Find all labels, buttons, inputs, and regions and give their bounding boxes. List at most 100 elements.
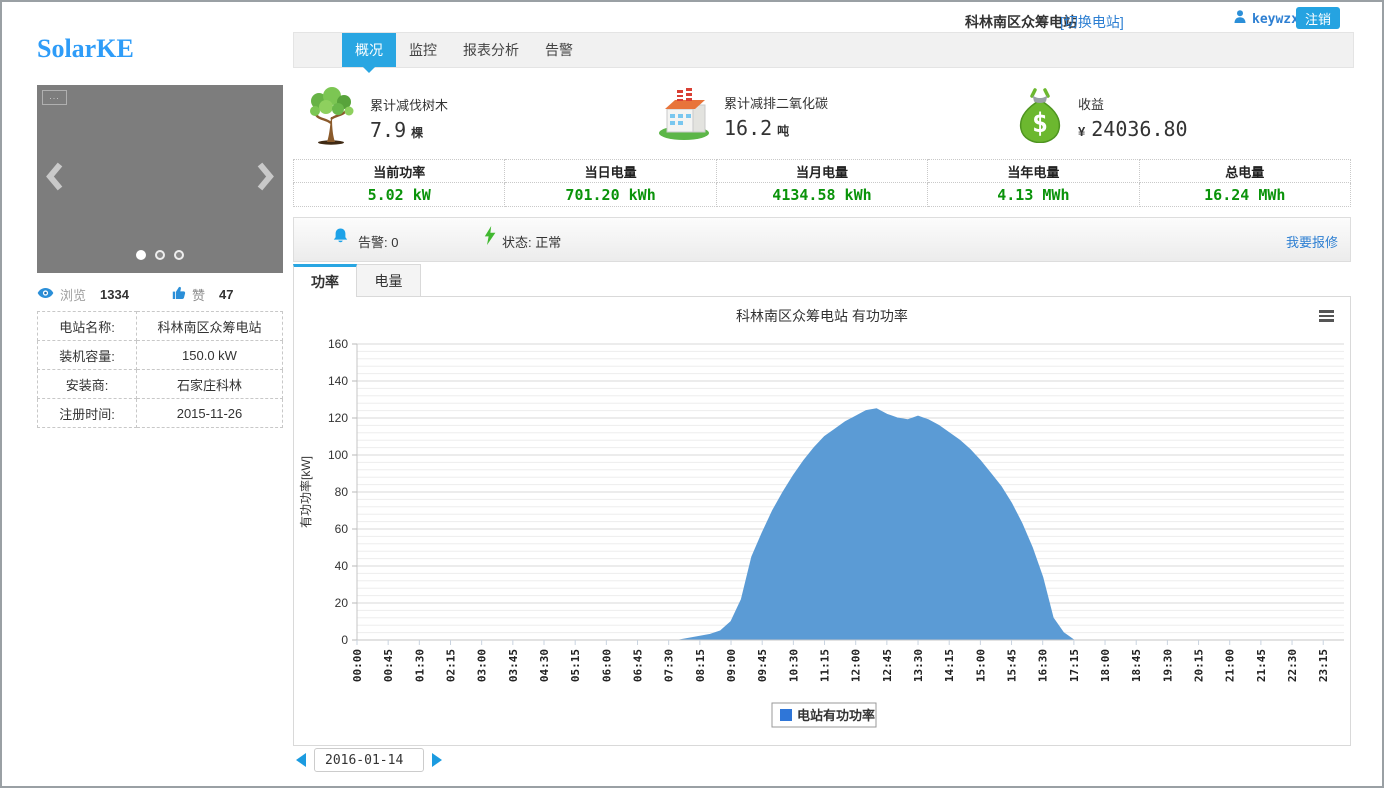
- carousel-dot-2[interactable]: [155, 250, 165, 260]
- x-axis-tick-label: 21:45: [1255, 649, 1268, 682]
- alarm-count: 告警: 0: [358, 232, 398, 251]
- power-col-value: 701.20 kWh: [504, 182, 717, 207]
- nav-tab-4[interactable]: 告警: [545, 42, 573, 58]
- power-col-value: 5.02 kW: [292, 182, 506, 207]
- current-station-name: 科林南区众筹电站: [965, 14, 1077, 30]
- station-info-value: 150.0 kW: [136, 340, 283, 370]
- x-axis-tick-label: 12:45: [881, 649, 894, 682]
- legend-marker-icon: [780, 709, 792, 721]
- carousel-dot-3[interactable]: [174, 250, 184, 260]
- y-axis-tick-label: 100: [328, 448, 348, 462]
- user-icon: [1234, 10, 1246, 28]
- x-axis-tick-label: 08:15: [694, 649, 707, 682]
- date-next-icon[interactable]: [432, 753, 442, 767]
- main-nav: 概况 监控 报表分析 告警: [293, 32, 1354, 73]
- nav-tab-1[interactable]: 概况: [342, 33, 396, 73]
- station-photo-carousel: ...: [37, 85, 283, 273]
- like-label: 赞: [192, 288, 206, 303]
- chart-tab-bar: 功率 电量: [293, 264, 421, 297]
- x-axis-tick-label: 22:30: [1286, 649, 1299, 682]
- svg-text:$: $: [1032, 108, 1048, 139]
- switch-station-link[interactable]: [切换电站]: [1060, 14, 1124, 30]
- eco-stat-label: 累计减排二氧化碳: [724, 96, 829, 111]
- eco-stat-value: 24036.80: [1091, 117, 1188, 141]
- eco-stat-value-row: ¥24036.80: [1078, 117, 1188, 141]
- nav-tab-3[interactable]: 报表分析: [463, 42, 519, 58]
- eco-stat-unit: 吨: [777, 124, 790, 138]
- like-counter[interactable]: 赞 47: [172, 285, 233, 304]
- image-placeholder-icon: ...: [42, 90, 67, 105]
- bell-icon: [332, 228, 349, 249]
- eco-stat-label: 累计减伐树木: [370, 98, 449, 113]
- y-axis-tick-label: 160: [328, 337, 348, 351]
- y-axis-tick-label: 120: [328, 411, 348, 425]
- station-info-row: 装机容量: 150.0 kW: [37, 340, 283, 370]
- power-col-value: 4134.58 kWh: [715, 182, 929, 207]
- station-status: 状态: 正常: [502, 232, 561, 251]
- x-axis-tick-label: 18:00: [1099, 649, 1112, 682]
- eco-stat-value: 7.9: [370, 118, 407, 142]
- station-info-row: 安装商: 石家庄科林: [37, 369, 283, 399]
- status-value: 正常: [535, 235, 562, 250]
- station-info-label: 电站名称:: [37, 311, 137, 341]
- x-axis-tick-label: 11:15: [819, 649, 832, 682]
- eco-stat-value-row: 16.2 吨: [724, 116, 828, 140]
- username: keywzx: [1252, 11, 1299, 27]
- chart-menu-icon[interactable]: [1319, 310, 1334, 324]
- station-info-table: 电站名称: 科林南区众筹电站 装机容量: 150.0 kW 安装商: 石家庄科林 注册时间:…: [37, 311, 283, 428]
- x-axis-tick-label: 03:45: [507, 649, 520, 682]
- carousel-dot-1[interactable]: [136, 250, 146, 260]
- date-picker: [296, 748, 442, 772]
- power-table-header-row: 当前功率 当日电量 当月电量 当年电量 总电量: [292, 159, 1352, 183]
- tree-icon: [305, 87, 357, 150]
- y-axis-tick-label: 40: [335, 559, 349, 573]
- money-bag-icon: $: [1015, 87, 1065, 148]
- x-axis-tick-label: 20:15: [1193, 649, 1206, 682]
- power-col-value: 4.13 MWh: [927, 182, 1140, 207]
- x-axis-tick-label: 10:30: [787, 649, 800, 682]
- eye-icon: [37, 287, 54, 302]
- power-summary-table: 当前功率 当日电量 当月电量 当年电量 总电量 5.02 kW 701.20 kWh 413…: [292, 159, 1352, 207]
- legend-label: 电站有功功率: [797, 708, 875, 723]
- station-info-value: 2015-11-26: [136, 398, 283, 428]
- y-axis-tick-label: 20: [335, 596, 349, 610]
- y-axis-tick-label: 0: [341, 633, 348, 647]
- eco-stat-value-row: 7.9 棵: [370, 118, 448, 142]
- x-axis-tick-label: 15:45: [1006, 649, 1019, 682]
- power-col-value: 16.24 MWh: [1138, 182, 1352, 207]
- x-axis-tick-label: 15:00: [974, 649, 987, 682]
- eco-stat-text: 累计减伐树木 7.9 棵: [370, 95, 448, 142]
- repair-request-link[interactable]: 我要报修: [1285, 235, 1338, 250]
- x-axis-tick-label: 06:45: [632, 649, 645, 682]
- station-info-value: 科林南区众筹电站: [136, 311, 283, 341]
- y-axis-title: 有功功率[kW]: [298, 456, 313, 528]
- carousel-prev-icon[interactable]: [45, 161, 65, 198]
- user-cluster: keywzx: [1234, 10, 1299, 28]
- chart-tab-1[interactable]: 功率: [293, 264, 357, 297]
- x-axis-tick-label: 09:00: [725, 649, 738, 682]
- eco-stat-label: 收益: [1078, 97, 1105, 112]
- y-axis-tick-label: 60: [335, 522, 349, 536]
- alarm-label: 告警:: [358, 235, 388, 250]
- thumb-up-icon[interactable]: [172, 286, 186, 303]
- power-col-header: 当年电量: [927, 159, 1140, 183]
- lightning-icon: [484, 226, 496, 250]
- view-count: 1334: [100, 287, 129, 302]
- chart-tab-2[interactable]: 电量: [357, 264, 421, 297]
- date-input[interactable]: [314, 748, 424, 772]
- eco-stat-3: $ 收益 ¥24036.80: [1015, 87, 1188, 148]
- power-table-value-row: 5.02 kW 701.20 kWh 4134.58 kWh 4.13 MWh 16.2…: [292, 182, 1352, 207]
- x-axis-tick-label: 17:15: [1068, 649, 1081, 682]
- like-count: 47: [219, 287, 234, 302]
- date-prev-icon[interactable]: [296, 753, 306, 767]
- eco-stat-2: 累计减排二氧化碳 16.2 吨: [657, 87, 828, 146]
- x-axis-tick-label: 14:15: [943, 649, 956, 682]
- x-axis-tick-label: 03:00: [476, 649, 489, 682]
- nav-tab-2[interactable]: 监控: [409, 42, 437, 58]
- view-label: 浏览: [60, 288, 87, 303]
- active-power-series-area: [357, 408, 1344, 641]
- carousel-next-icon[interactable]: [255, 161, 275, 198]
- station-info-label: 注册时间:: [37, 398, 137, 428]
- logout-button[interactable]: 注销: [1296, 7, 1340, 29]
- factory-icon: [657, 87, 711, 146]
